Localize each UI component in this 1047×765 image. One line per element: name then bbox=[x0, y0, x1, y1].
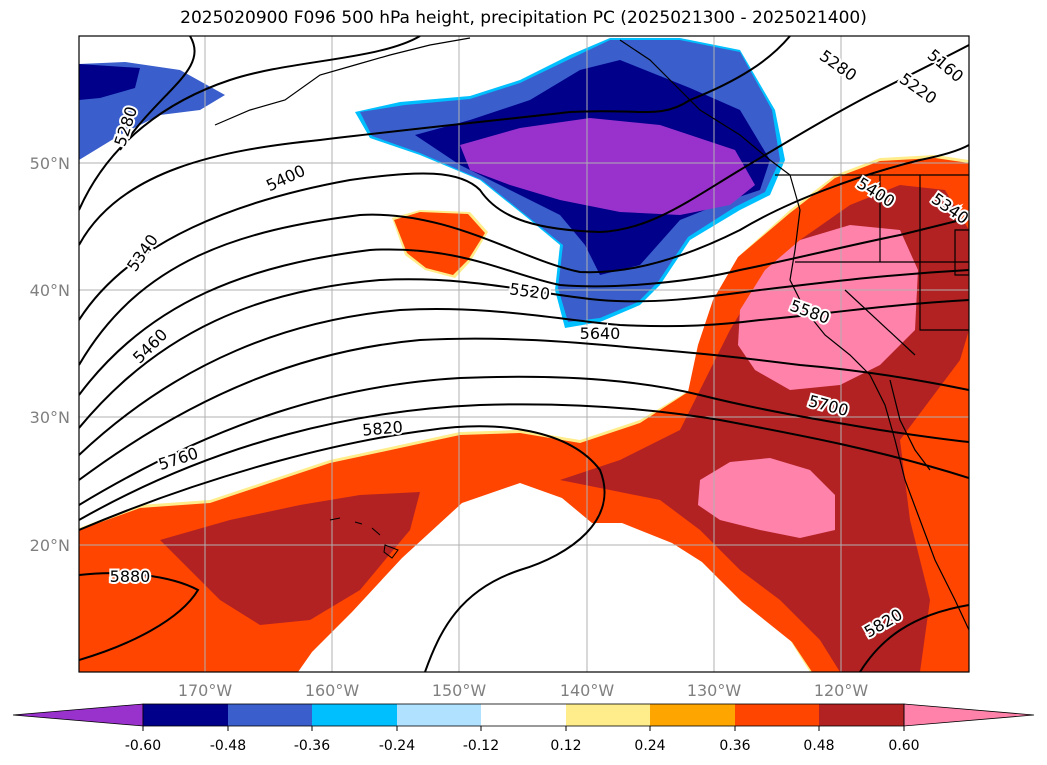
colorbar-bin bbox=[650, 704, 735, 726]
colorbar-bin bbox=[143, 704, 228, 726]
colorbar-min-extend bbox=[12, 703, 144, 727]
lon-label-140w: 140°W bbox=[560, 681, 615, 700]
contour-label-5640: 5640 bbox=[580, 324, 621, 343]
hawaii-islands bbox=[329, 517, 399, 559]
colorbar-bin bbox=[481, 704, 566, 726]
lon-label-160w: 160°W bbox=[305, 681, 360, 700]
colorbar-tick-label: -0.36 bbox=[294, 738, 330, 754]
contour-label-5880: 5880 bbox=[110, 567, 151, 586]
colorbar: -0.60 -0.48 -0.36 -0.24 -0.12 0.12 0.24 … bbox=[12, 703, 1035, 754]
colorbar-tick-label: 0.12 bbox=[550, 738, 581, 754]
precip-positive-region bbox=[79, 155, 969, 672]
colorbar-bin bbox=[397, 704, 481, 726]
colorbar-tick-label: -0.60 bbox=[125, 738, 161, 754]
colorbar-tick-label: -0.24 bbox=[379, 738, 415, 754]
colorbar-tick-label: 0.60 bbox=[888, 738, 919, 754]
colorbar-bin bbox=[819, 704, 904, 726]
lon-label-150w: 150°W bbox=[432, 681, 487, 700]
colorbar-bin bbox=[312, 704, 397, 726]
contour-label-5820-west: 5820 bbox=[361, 417, 403, 439]
colorbar-bin bbox=[735, 704, 819, 726]
colorbar-tick-label: 0.36 bbox=[719, 738, 750, 754]
colorbar-tick-label: -0.48 bbox=[210, 738, 246, 754]
lon-label-170w: 170°W bbox=[178, 681, 233, 700]
colorbar-max-extend bbox=[903, 703, 1035, 727]
colorbar-bin bbox=[566, 704, 650, 726]
colorbar-tick-label: 0.24 bbox=[634, 738, 665, 754]
map-title: 2025020900 F096 500 hPa height, precipit… bbox=[180, 8, 867, 28]
lat-label-50n: 50°N bbox=[30, 154, 70, 173]
longitude-labels: 170°W 160°W 150°W 140°W 130°W 120°W bbox=[178, 681, 869, 700]
colorbar-tick-label: -0.12 bbox=[463, 738, 499, 754]
lat-label-20n: 20°N bbox=[30, 536, 70, 555]
lon-label-130w: 130°W bbox=[687, 681, 742, 700]
lon-label-120w: 120°W bbox=[814, 681, 869, 700]
height-contours bbox=[79, 36, 969, 672]
lat-label-30n: 30°N bbox=[30, 408, 70, 427]
latitude-labels: 50°N 40°N 30°N 20°N bbox=[30, 154, 70, 555]
colorbar-tick-label: 0.48 bbox=[803, 738, 834, 754]
colorbar-bin bbox=[228, 704, 312, 726]
map-frame bbox=[78, 35, 970, 673]
lat-label-40n: 40°N bbox=[30, 281, 70, 300]
